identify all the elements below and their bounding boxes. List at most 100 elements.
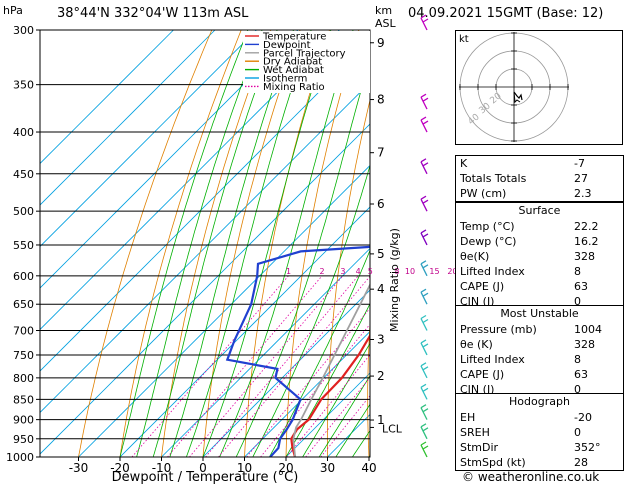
wind-barb-flag [422,408,429,413]
hodograph-ticks [459,32,569,142]
wind-barb-flag [422,120,429,125]
hodo-label: SREH [460,426,490,439]
wind-barb-flag [420,260,427,265]
temperature-tick-label: 0 [199,461,207,475]
hodo-value: 28 [574,456,588,469]
most-unstable-panel: Most Unstable Pressure (mb) 1004 θe (K) 32… [455,305,624,398]
wind-barb-staff [420,342,428,356]
mixing-ratio-line [286,354,370,457]
mu-label: Pressure (mb) [460,323,537,336]
plot-frame [39,29,371,458]
height-tick-label: 7 [377,146,385,160]
wind-barb-staff [420,263,428,277]
pressure-tick-label: 900 [13,414,34,427]
surface-title: Surface [518,204,561,217]
legend-label: Dry Adiabat [263,57,322,68]
surface-label: CAPE (J) [460,280,505,293]
wind-barb-flag [422,445,429,450]
hodo-label: EH [460,411,476,424]
pressure-tick-label: 950 [13,433,34,446]
legend-label: Isotherm [263,74,307,85]
wind-barb-flag [422,18,429,23]
height-tick-label: 1 [377,413,385,427]
pressure-tick-label: 750 [13,349,34,362]
wind-barb-staff [420,198,428,212]
height-tick-label: 6 [377,197,385,211]
temperature-tick-label: 40 [361,461,376,475]
hodograph-trace [513,91,521,104]
indices-panel: K -7 Totals Totals 27 PW (cm) 2.3 [455,155,624,202]
surface-value: 0 [574,295,581,308]
profile-lines [225,245,370,457]
surface-value: 16.2 [574,235,599,248]
wind-barb-flag [420,441,427,446]
wind-barb-flag [420,14,427,19]
pressure-tick-label: 800 [13,372,34,385]
isotherm-line [161,247,370,457]
isotherm-line [40,30,257,248]
index-label: K [460,157,468,170]
wind-barb-flag [420,229,427,234]
mixing-ratio-label: 3 [340,267,345,276]
station-location: 38°44'N 332°04'W 113m ASL [57,6,249,21]
wind-barb-staff [420,426,428,440]
wind-barbs [420,14,429,458]
pressure-tick-label: 500 [13,205,34,218]
wind-barb-flag [420,314,427,320]
isotherm-line [285,372,370,457]
mixing-ratio-line [320,395,370,457]
surface-value: 63 [574,280,588,293]
mixing-ratio-label: 20 [447,267,457,276]
mixing-ratio-label: 2 [320,267,325,276]
height-tick-label: 8 [377,93,385,107]
mixing-ratio-line [218,275,370,457]
wind-barb-flag [420,93,427,98]
surface-label: Dewp (°C) [460,235,517,248]
hodograph-table-title: Hodograph [509,395,570,408]
run-datetime: 04.09.2021 15GMT (Base: 12) [408,6,604,21]
pressure-tick-label: 600 [13,270,34,283]
wet-adiabat-line [269,249,370,457]
wind-barb-flag [422,387,429,392]
legend-label: Parcel Trajectory [263,48,346,59]
wet-adiabat-line [152,30,278,457]
surface-label: Lifted Index [460,265,525,278]
wind-barb-flag [422,233,429,238]
isotherm-line [202,289,370,457]
wind-barb-staff [420,161,428,175]
mixing-ratio-label: 8 [394,267,399,276]
temperature-tick-label: -20 [110,461,130,475]
isotherm-line [78,164,370,457]
mixing-ratio-label: 15 [429,267,439,276]
km-axis-unit: km [375,4,393,17]
height-tick-label: 4 [377,282,385,296]
wind-barb-flag [420,158,427,163]
dry-adiabat-line [367,316,370,457]
wind-barb-flag [422,343,429,348]
wind-barb-flag [420,423,427,428]
pressure-tick-label: 550 [13,239,34,252]
hodo-value: -20 [574,411,592,424]
hodograph-frame [455,30,623,145]
hodograph: kt 20 30 40 [455,30,623,145]
wet-adiabat-line [302,342,370,457]
wind-barb-staff [420,17,428,31]
legend-label: Dewpoint [263,40,311,51]
most-unstable-title: Most Unstable [500,307,579,320]
height-tick-label: 2 [377,369,385,383]
mu-value: 328 [574,338,595,351]
dry-adiabat-line [202,30,301,457]
mixing-ratio-line [205,275,359,457]
height-tick-label: 3 [377,333,385,347]
mu-label: CAPE (J) [460,368,505,381]
mu-label: Lifted Index [460,353,525,366]
isotherm-line [40,123,370,455]
hodo-value: 352° [574,441,601,454]
temperature-tick-label: 20 [278,461,293,475]
lcl-label: LCL [382,422,403,435]
index-label: PW (cm) [460,187,507,200]
mu-value: 1004 [574,323,602,336]
hodo-value: 0 [574,426,581,439]
temperature-tick-label: 30 [320,461,335,475]
temperature-tick-label: -30 [69,461,89,475]
